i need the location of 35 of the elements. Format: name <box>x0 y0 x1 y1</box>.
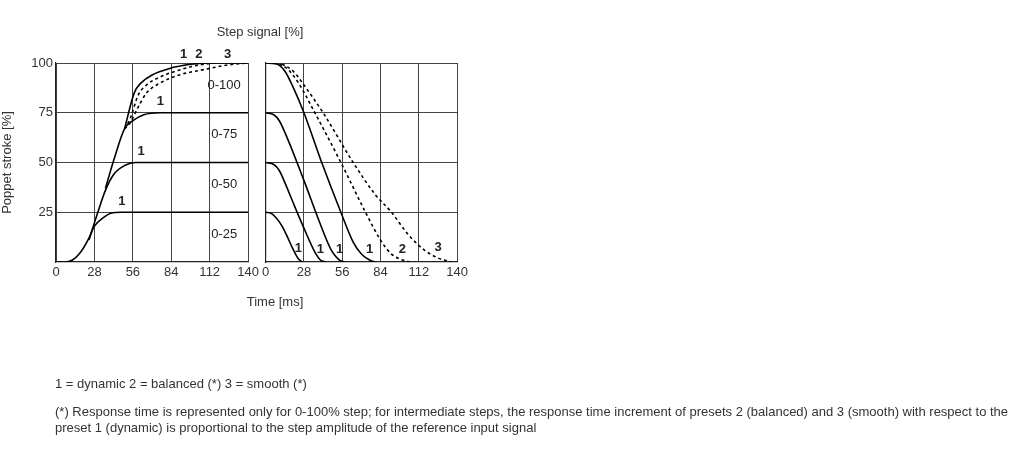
annotation: 1 <box>118 192 126 208</box>
annotation: 2 <box>195 45 203 61</box>
x-tick-label: 28 <box>87 264 102 280</box>
x-tick-label: 84 <box>164 264 179 280</box>
annotation: 1 <box>294 239 303 255</box>
x-axis-title: Time [ms] <box>246 294 304 309</box>
annotation: 0-75 <box>211 126 238 142</box>
text: 1 = dynamic 2 = balanced (*) 3 = smooth (*) <box>55 376 308 392</box>
x-tick-label: 0 <box>262 264 270 280</box>
y-tick-label: 50 <box>38 154 53 170</box>
annotation: 3 <box>434 238 442 254</box>
chart-title: Step signal [%] <box>216 24 304 39</box>
annotation: 0-25 <box>211 225 238 241</box>
x-tick-label: 0 <box>52 264 60 280</box>
y-tick-label: 75 <box>38 104 53 120</box>
annotation: 1 <box>156 93 164 109</box>
annotation: 1 <box>365 240 374 256</box>
annotation: 1 <box>180 45 188 61</box>
x-tick-label: 112 <box>199 264 221 280</box>
x-tick-label: 56 <box>125 264 141 280</box>
x-tick-label: 140 <box>446 264 469 280</box>
x-tick-label: 140 <box>237 264 260 280</box>
y-tick-label: 100 <box>31 54 53 70</box>
annotation: 0-50 <box>211 176 238 192</box>
y-tick-label: 25 <box>38 203 53 219</box>
x-tick-label: 28 <box>296 264 312 280</box>
annotation: 1 <box>316 240 324 256</box>
annotation: 3 <box>223 45 232 61</box>
x-tick-label: 56 <box>335 264 350 280</box>
y-axis-title: Poppet stroke [%] <box>0 111 15 214</box>
text: (*) Response time is represented only for 0-100% step; for intermediate steps, the response time increment of presets 2 (balanced) and 3 (smooth) with respect to the preset 1 (dynamic) is proportional to the step amplitude of the reference input signal <box>55 404 1010 436</box>
annotation: 1 <box>137 143 145 159</box>
x-tick-label: 84 <box>373 264 388 280</box>
x-tick-label: 112 <box>408 264 430 280</box>
annotation: 2 <box>398 240 407 256</box>
